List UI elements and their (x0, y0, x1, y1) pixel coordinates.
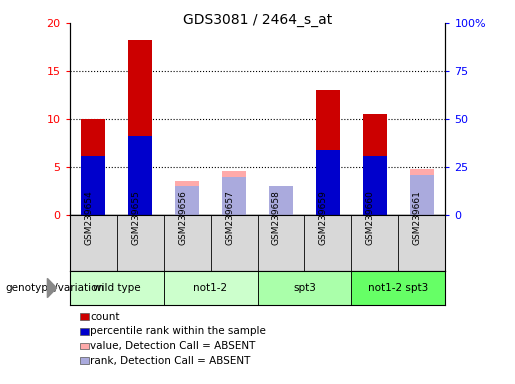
Text: GSM239655: GSM239655 (131, 190, 140, 245)
Text: GSM239658: GSM239658 (272, 190, 281, 245)
Bar (258, 271, 352, 305)
Text: not1-2 spt3: not1-2 spt3 (368, 283, 428, 293)
Bar (352, 271, 445, 305)
Bar (363, 114, 387, 215)
Bar (175, 182, 199, 215)
Text: not1-2: not1-2 (194, 283, 228, 293)
Text: value, Detection Call = ABSENT: value, Detection Call = ABSENT (90, 341, 255, 351)
Bar (316, 150, 340, 215)
Text: percentile rank within the sample: percentile rank within the sample (90, 326, 266, 336)
Bar (410, 169, 434, 215)
Bar (316, 90, 340, 215)
Bar (175, 186, 199, 215)
Bar (222, 177, 246, 215)
Text: GSM239660: GSM239660 (366, 190, 375, 245)
Bar (128, 40, 152, 215)
Bar (269, 186, 293, 215)
Text: GSM239659: GSM239659 (319, 190, 328, 245)
Bar (222, 177, 246, 215)
Text: GSM239656: GSM239656 (178, 190, 187, 245)
Bar (222, 171, 246, 215)
Bar (269, 196, 293, 215)
Bar (81, 156, 105, 215)
Bar (222, 171, 246, 215)
Text: GDS3081 / 2464_s_at: GDS3081 / 2464_s_at (183, 13, 332, 27)
Bar (128, 136, 152, 215)
Bar (410, 169, 434, 215)
Bar (410, 175, 434, 215)
Bar (70, 271, 164, 305)
Bar (363, 156, 387, 215)
Text: wild type: wild type (93, 283, 140, 293)
Text: count: count (90, 312, 119, 322)
Bar (410, 175, 434, 215)
Text: spt3: spt3 (293, 283, 316, 293)
Bar (164, 271, 258, 305)
Text: GSM239657: GSM239657 (225, 190, 234, 245)
Text: GSM239654: GSM239654 (84, 190, 93, 245)
Bar (81, 119, 105, 215)
Text: genotype/variation: genotype/variation (5, 283, 104, 293)
Text: GSM239661: GSM239661 (413, 190, 422, 245)
Text: rank, Detection Call = ABSENT: rank, Detection Call = ABSENT (90, 356, 250, 366)
